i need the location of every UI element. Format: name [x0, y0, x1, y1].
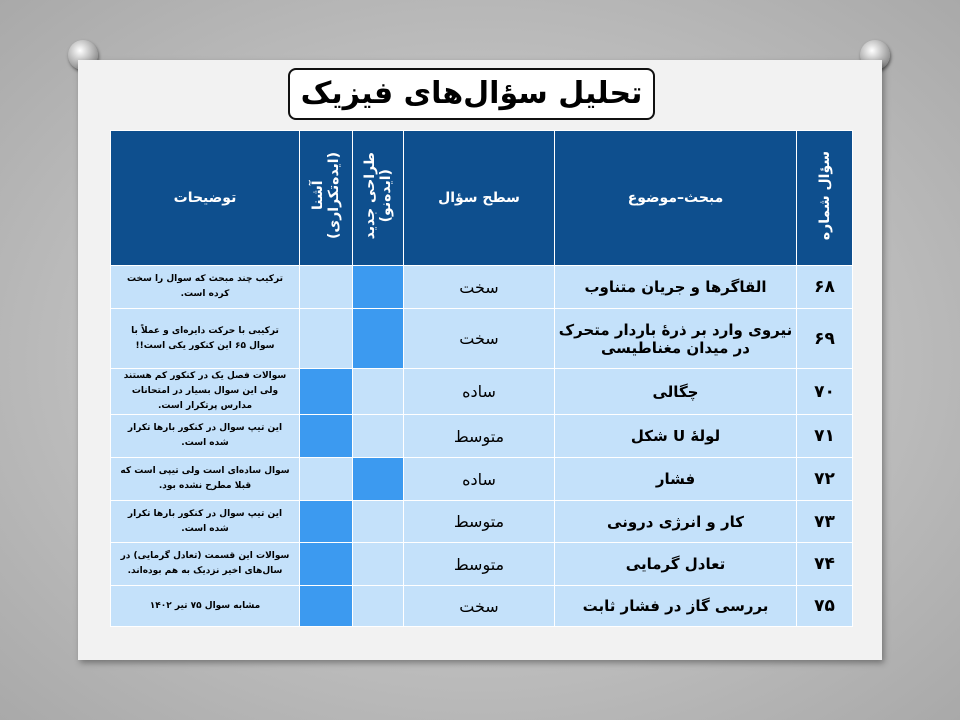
- question-number: ۷۲: [796, 457, 853, 501]
- notes-cell: این تیپ سوال در کنکور بارها تکرار شده اس…: [110, 500, 300, 543]
- level-cell: سخت: [403, 308, 555, 369]
- header-notes: توضیحات: [110, 130, 300, 266]
- notes-cell: سوال ساده‌ای است ولی تیپی است که قبلا مط…: [110, 457, 300, 501]
- notes-cell: سوالات فصل یک در کنکور کم هستند ولی این …: [110, 368, 300, 415]
- topic-cell: تعادل گرمایی: [554, 542, 797, 586]
- topic-cell: فشار: [554, 457, 797, 501]
- table-row: ۷۰ چگالی ساده سوالات فصل یک در کنکور کم …: [110, 368, 853, 415]
- new-idea-cell: [352, 585, 404, 627]
- question-number: ۷۴: [796, 542, 853, 586]
- table-row: ۷۱ لولهٔ U شکل متوسط این تیپ سوال در کنک…: [110, 414, 853, 458]
- header-number: سؤال شماره: [796, 130, 853, 266]
- analysis-table: سؤال شماره مبحث–موضوع سطح سؤال طراحی جدی…: [110, 130, 853, 627]
- level-cell: متوسط: [403, 414, 555, 458]
- notes-cell: این تیپ سوال در کنکور بارها تکرار شده اس…: [110, 414, 300, 458]
- question-number: ۶۹: [796, 308, 853, 369]
- familiar-idea-cell: [299, 585, 353, 627]
- familiar-idea-cell: [299, 265, 353, 309]
- notes-cell: سوالات این قسمت (تعادل گرمایی) در سال‌ها…: [110, 542, 300, 586]
- level-cell: ساده: [403, 457, 555, 501]
- new-idea-cell: [352, 500, 404, 543]
- question-number: ۷۵: [796, 585, 853, 627]
- notes-cell: ترکیبی با حرکت دایره‌ای و عملاً با سوال …: [110, 308, 300, 369]
- new-idea-cell: [352, 308, 404, 369]
- new-idea-cell: [352, 265, 404, 309]
- familiar-idea-cell: [299, 500, 353, 543]
- notes-cell: ترکیب چند مبحث که سوال را سخت کرده است.: [110, 265, 300, 309]
- new-idea-cell: [352, 414, 404, 458]
- level-cell: متوسط: [403, 542, 555, 586]
- topic-cell: کار و انرژی درونی: [554, 500, 797, 543]
- table-row: ۷۵ بررسی گاز در فشار ثابت سخت مشابه سوال…: [110, 585, 853, 627]
- topic-cell: نیروی وارد بر ذرهٔ باردار متحرک در میدان…: [554, 308, 797, 369]
- notes-cell: مشابه سوال ۷۵ تیر ۱۴۰۲: [110, 585, 300, 627]
- table-row: ۷۴ تعادل گرمایی متوسط سوالات این قسمت (ت…: [110, 542, 853, 586]
- level-cell: سخت: [403, 265, 555, 309]
- familiar-idea-cell: [299, 308, 353, 369]
- familiar-idea-cell: [299, 542, 353, 586]
- familiar-idea-cell: [299, 457, 353, 501]
- table-row: ۷۳ کار و انرژی درونی متوسط این تیپ سوال …: [110, 500, 853, 543]
- table-row: ۶۹ نیروی وارد بر ذرهٔ باردار متحرک در می…: [110, 308, 853, 369]
- level-cell: سخت: [403, 585, 555, 627]
- level-cell: ساده: [403, 368, 555, 415]
- question-number: ۷۳: [796, 500, 853, 543]
- topic-cell: بررسی گاز در فشار ثابت: [554, 585, 797, 627]
- familiar-idea-cell: [299, 414, 353, 458]
- header-familiar: آشنا (ایده‌تکراری): [299, 130, 353, 266]
- new-idea-cell: [352, 457, 404, 501]
- header-new: طراحی جدید (ایده‌نو): [352, 130, 404, 266]
- header-topic: مبحث–موضوع: [554, 130, 797, 266]
- level-cell: متوسط: [403, 500, 555, 543]
- new-idea-cell: [352, 542, 404, 586]
- question-number: ۶۸: [796, 265, 853, 309]
- new-idea-cell: [352, 368, 404, 415]
- header-level: سطح سؤال: [403, 130, 555, 266]
- topic-cell: چگالی: [554, 368, 797, 415]
- topic-cell: لولهٔ U شکل: [554, 414, 797, 458]
- familiar-idea-cell: [299, 368, 353, 415]
- page-title: تحلیل سؤال‌های فیزیک: [288, 68, 655, 120]
- table-row: ۷۲ فشار ساده سوال ساده‌ای است ولی تیپی ا…: [110, 457, 853, 501]
- topic-cell: القاگرها و جریان متناوب: [554, 265, 797, 309]
- question-number: ۷۰: [796, 368, 853, 415]
- question-number: ۷۱: [796, 414, 853, 458]
- table-row: ۶۸ القاگرها و جریان متناوب سخت ترکیب چند…: [110, 265, 853, 309]
